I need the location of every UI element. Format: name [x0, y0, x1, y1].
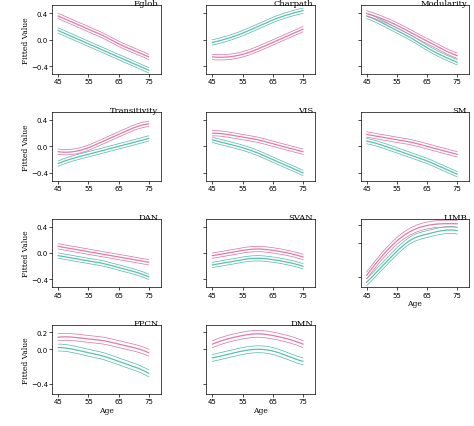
Text: Modularity: Modularity — [420, 0, 467, 9]
Text: SM: SM — [453, 107, 467, 115]
Text: VIS: VIS — [298, 107, 313, 115]
Y-axis label: Fitted Value: Fitted Value — [22, 337, 29, 383]
Y-axis label: Fitted Value: Fitted Value — [22, 124, 29, 170]
X-axis label: Age: Age — [253, 406, 268, 414]
Text: Eglob: Eglob — [134, 0, 159, 9]
X-axis label: Age: Age — [99, 406, 114, 414]
Text: FPCN: FPCN — [133, 320, 159, 328]
Y-axis label: Fitted Value: Fitted Value — [22, 230, 29, 276]
Y-axis label: Fitted Value: Fitted Value — [22, 17, 29, 64]
Text: DAN: DAN — [138, 213, 159, 221]
Text: SVAN: SVAN — [288, 213, 313, 221]
X-axis label: Age: Age — [408, 299, 422, 307]
Text: Transitivity: Transitivity — [110, 107, 159, 115]
Text: LIMB: LIMB — [443, 213, 467, 221]
Text: DMN: DMN — [290, 320, 313, 328]
Text: Charpath: Charpath — [273, 0, 313, 9]
